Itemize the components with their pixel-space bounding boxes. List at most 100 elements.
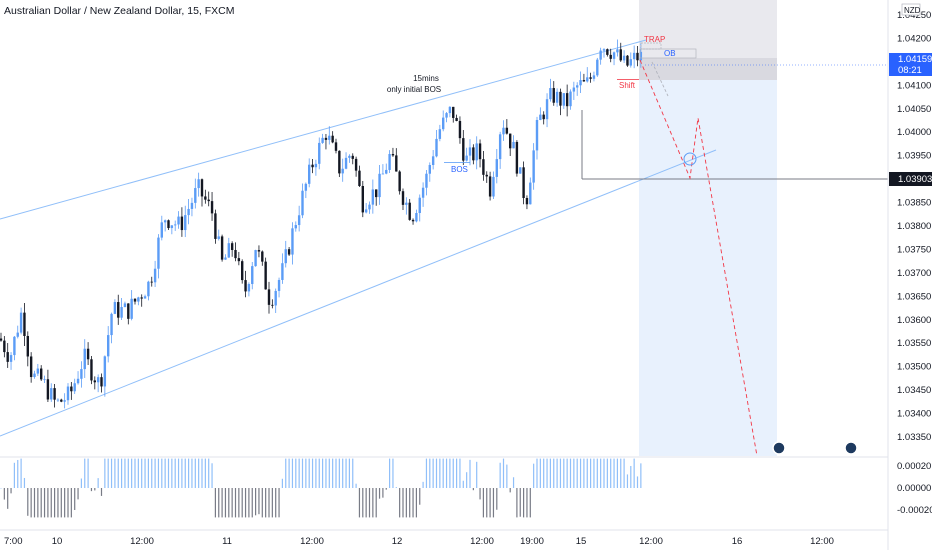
histogram-bar — [569, 458, 572, 488]
histogram-bar — [214, 488, 216, 518]
histogram-bar — [536, 458, 538, 488]
histogram-bar — [546, 458, 548, 488]
time-tick-label: 16 — [732, 536, 743, 547]
candle-body — [227, 243, 230, 258]
candle-body — [163, 220, 167, 223]
histogram-bar — [318, 458, 320, 488]
candle-body — [237, 258, 241, 262]
currency-badge[interactable]: NZD — [904, 6, 921, 15]
candle-body — [626, 55, 629, 66]
candle-body — [431, 156, 435, 166]
candle-body — [559, 91, 562, 106]
candle-body — [348, 155, 351, 158]
candle-body — [0, 338, 3, 341]
candle-body — [509, 133, 512, 149]
candle-body — [9, 355, 13, 362]
histogram-bar — [54, 488, 56, 518]
price-tick-label: 1.03500 — [897, 362, 931, 373]
price-tick-label: 1.03850 — [897, 198, 931, 209]
histogram-bar — [184, 458, 186, 488]
indicator-tick-label: -0.00020 — [897, 505, 932, 516]
channel-lower-line[interactable] — [0, 149, 717, 437]
histogram-bar — [583, 458, 585, 488]
histogram-bar — [268, 488, 270, 518]
candle-body — [150, 281, 153, 283]
candle-body — [200, 179, 204, 197]
histogram-bar — [208, 458, 210, 488]
histogram-bar — [164, 458, 166, 488]
candle-body — [442, 117, 445, 130]
histogram-bar — [201, 458, 203, 488]
candle-body — [264, 261, 267, 290]
candle-body — [529, 182, 532, 205]
candle-body — [220, 236, 224, 260]
histogram-bar — [610, 458, 612, 488]
histogram-bar — [435, 458, 438, 488]
histogram-bar — [422, 481, 424, 488]
histogram-bar — [606, 458, 608, 488]
histogram-bar — [228, 488, 230, 518]
channel-upper-line[interactable] — [0, 39, 647, 220]
candle-body — [43, 379, 46, 381]
histogram-bar — [171, 458, 173, 488]
histogram-bar — [100, 488, 103, 496]
candle-body — [190, 202, 194, 209]
candle-body — [160, 222, 163, 238]
histogram-bar — [362, 488, 364, 518]
candle-body — [622, 55, 626, 61]
time-tick-label: 12:00 — [639, 536, 663, 547]
candle-body — [565, 93, 569, 107]
price-tick-label: 1.03700 — [897, 268, 931, 279]
histogram-bar — [519, 488, 521, 517]
candle-body — [26, 335, 29, 357]
candle-body — [535, 120, 539, 151]
candle-body — [187, 208, 190, 216]
candle-body — [572, 87, 576, 92]
candle-body — [438, 129, 442, 139]
histogram-bar — [482, 488, 484, 518]
histogram-bar — [147, 458, 149, 488]
candle-body — [80, 369, 83, 379]
candle-body — [297, 215, 301, 226]
histogram-bar — [110, 458, 113, 488]
histogram-bar — [399, 488, 401, 518]
histogram-bar — [332, 458, 334, 488]
projection-path-a — [639, 59, 758, 457]
histogram-bar — [77, 488, 79, 500]
ob-label: OB — [664, 49, 676, 58]
histogram-bar — [315, 458, 317, 488]
candle-body — [341, 168, 344, 174]
candle-body — [147, 281, 150, 297]
price-tick-label: 1.04100 — [897, 80, 931, 91]
candle-body — [378, 173, 381, 198]
histogram-bar — [533, 463, 535, 488]
candle-body — [401, 191, 405, 205]
candle-body — [639, 51, 643, 61]
histogram-bar — [559, 458, 562, 488]
histogram-bar — [204, 458, 206, 488]
event-icon[interactable] — [844, 441, 858, 455]
indicator-axis: 0.00020 0.00000 -0.00020 — [897, 461, 932, 516]
candle-body — [338, 150, 341, 174]
event-icon[interactable] — [772, 441, 786, 455]
candle-body — [586, 77, 589, 82]
candle-body — [364, 209, 368, 213]
histogram-bar — [590, 458, 592, 488]
histogram-bar — [415, 488, 417, 518]
candle-body — [301, 190, 304, 216]
histogram-bar — [224, 488, 227, 518]
price-tick-label: 1.03750 — [897, 244, 931, 255]
price-label-countdown: 08:21 — [898, 65, 922, 76]
histogram-bar — [553, 458, 555, 488]
price-tick-label: 1.04050 — [897, 104, 931, 115]
candle-body — [545, 99, 549, 120]
histogram-bar — [177, 458, 180, 488]
histogram-bar — [311, 458, 314, 488]
candle-body — [408, 202, 411, 220]
histogram-bar — [539, 458, 541, 488]
candle-body — [13, 336, 16, 356]
histogram-bar — [47, 488, 49, 518]
time-axis[interactable]: 7:00 10 12:00 11 12:00 12 12:00 19:00 15 12:00 16 1… — [4, 536, 834, 547]
histogram-bar — [345, 458, 347, 488]
